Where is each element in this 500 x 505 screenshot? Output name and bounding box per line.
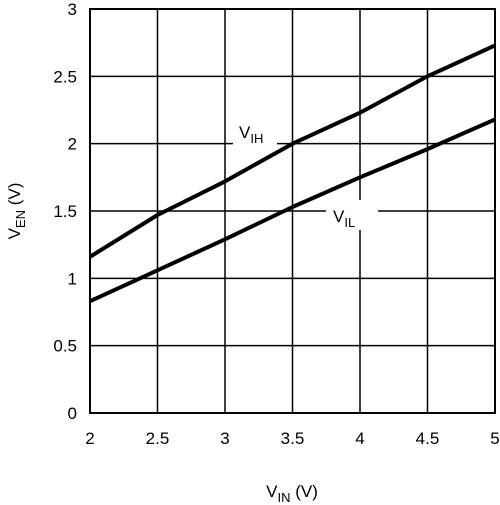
y-tick-labels: 0 0.5 1 1.5 2 2.5 3 <box>53 0 77 423</box>
x-tick-label: 4.5 <box>416 429 440 448</box>
y-tick-label: 0.5 <box>53 337 77 356</box>
series-lines <box>88 43 496 304</box>
x-tick-label: 5 <box>490 429 499 448</box>
x-axis-title: VIN (V) <box>266 482 318 505</box>
vih-label: VIH <box>239 123 263 146</box>
y-tick-label: 2 <box>68 135 77 154</box>
x-tick-label: 4 <box>355 429 364 448</box>
y-tick-label: 1 <box>68 269 77 288</box>
x-tick-labels: 2 2.5 3 3.5 4 4.5 5 <box>85 429 499 448</box>
y-tick-label: 3 <box>68 0 77 19</box>
vil-label: VIL <box>333 207 355 230</box>
x-tick-label: 3 <box>220 429 229 448</box>
vih-label-background <box>233 118 277 148</box>
y-tick-label: 2.5 <box>53 67 77 86</box>
y-tick-label: 0 <box>68 404 77 423</box>
x-tick-label: 2 <box>85 429 94 448</box>
x-tick-label: 2.5 <box>146 429 170 448</box>
vil-label-background <box>326 200 378 230</box>
plot-frame <box>89 8 496 414</box>
y-tick-label: 1.5 <box>53 202 77 221</box>
grid <box>90 9 495 413</box>
x-tick-label: 3.5 <box>281 429 305 448</box>
y-axis-title: VEN (V) <box>5 183 28 240</box>
series-line-vil <box>89 117 496 304</box>
series-line-vih <box>88 43 496 259</box>
